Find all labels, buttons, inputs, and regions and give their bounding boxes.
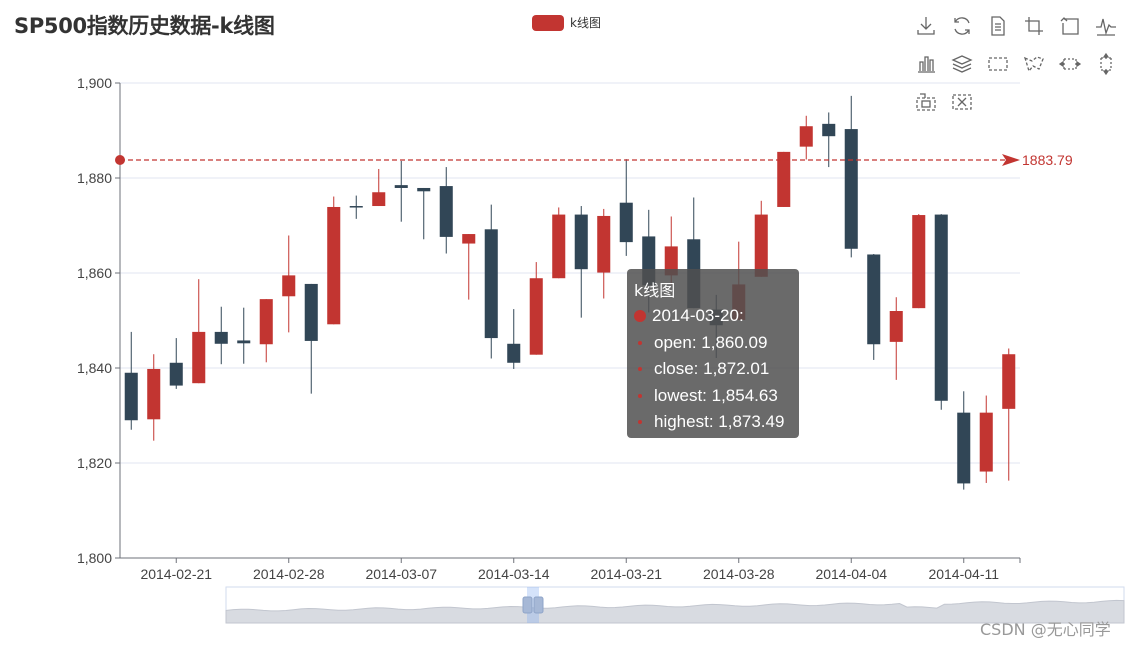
candle-body[interactable]: [417, 187, 431, 192]
candle-body[interactable]: [799, 126, 813, 147]
candle-body[interactable]: [462, 234, 476, 244]
y-tick-label: 1,900: [77, 75, 112, 91]
chart-title: SP500指数历史数据-k线图: [14, 14, 275, 38]
y-tick-label: 1,800: [77, 550, 112, 566]
legend-label: k线图: [570, 16, 601, 30]
zoom-icon[interactable]: [1022, 14, 1046, 38]
brush-line-x-icon[interactable]: [1058, 52, 1082, 76]
watermark: CSDN @无心同学: [980, 620, 1111, 639]
x-tick-label: 2014-03-07: [365, 566, 437, 582]
candle-body[interactable]: [574, 214, 588, 270]
tooltip-date: 2014-03-20:: [652, 306, 744, 326]
candle-body[interactable]: [259, 299, 273, 345]
candle-body[interactable]: [777, 151, 791, 207]
x-tick-label: 2014-03-28: [703, 566, 775, 582]
tooltip-close: close: 1,872.01: [654, 359, 770, 379]
candle-body[interactable]: [282, 275, 296, 297]
bar-chart-icon[interactable]: [914, 52, 938, 76]
candle-body[interactable]: [394, 185, 408, 188]
candle-body[interactable]: [1002, 354, 1016, 409]
x-tick-label: 2014-04-11: [928, 566, 999, 582]
datazoom-handle-left[interactable]: [522, 596, 533, 614]
candle-body[interactable]: [327, 206, 341, 325]
candle-body[interactable]: [754, 214, 768, 277]
legend-item-kline[interactable]: k线图: [532, 14, 601, 31]
candle-body[interactable]: [934, 214, 948, 401]
legend-swatch: [532, 14, 564, 31]
datazoom-selected-window[interactable]: [527, 587, 539, 623]
line-chart-icon[interactable]: [1094, 14, 1118, 38]
datazoom-preview: [225, 599, 1125, 624]
candle-body[interactable]: [169, 362, 183, 386]
candle-body[interactable]: [597, 215, 611, 273]
candle-body[interactable]: [529, 278, 543, 355]
datazoom-handle-right[interactable]: [533, 596, 544, 614]
x-tick-label: 2014-04-04: [815, 566, 887, 582]
candle-body[interactable]: [147, 368, 161, 420]
candle-body[interactable]: [664, 246, 678, 276]
tooltip: k线图 2014-03-20: open: 1,860.09 close: 1,…: [627, 269, 799, 438]
candle-body[interactable]: [124, 372, 138, 421]
tooltip-highest: highest: 1,873.49: [654, 412, 785, 432]
candle-body[interactable]: [507, 343, 521, 363]
data-view-icon[interactable]: [986, 14, 1010, 38]
x-tick-label: 2014-02-28: [253, 566, 325, 582]
candle-body[interactable]: [912, 215, 926, 309]
x-tick-label: 2014-03-21: [590, 566, 662, 582]
markline-label: 1883.79: [1022, 152, 1073, 168]
restore-icon[interactable]: [950, 14, 974, 38]
candle-body[interactable]: [372, 192, 386, 207]
candle-body[interactable]: [439, 186, 453, 237]
candle-body[interactable]: [214, 331, 228, 344]
candle-body[interactable]: [484, 229, 498, 339]
candle-body[interactable]: [867, 254, 881, 345]
tooltip-open: open: 1,860.09: [654, 332, 768, 352]
tooltip-series: k线图: [634, 281, 676, 300]
y-tick-label: 1,860: [77, 265, 112, 281]
zoom-back-icon[interactable]: [1058, 14, 1082, 38]
y-tick-label: 1,820: [77, 455, 112, 471]
stack-icon[interactable]: [950, 52, 974, 76]
y-tick-label: 1,840: [77, 360, 112, 376]
save-image-icon[interactable]: [914, 14, 938, 38]
brush-polygon-icon[interactable]: [1022, 52, 1046, 76]
brush-clear-icon[interactable]: [950, 90, 974, 114]
brush-line-y-icon[interactable]: [1094, 52, 1118, 76]
tooltip-lowest: lowest: 1,854.63: [654, 385, 778, 405]
x-tick-label: 2014-02-21: [140, 566, 212, 582]
markline-start-dot: [115, 154, 125, 165]
brush-keep-icon[interactable]: [914, 90, 938, 114]
candle-body[interactable]: [889, 311, 903, 342]
markline-arrow: [1002, 153, 1020, 166]
candle-body[interactable]: [822, 123, 836, 137]
tooltip-marker: [634, 310, 646, 323]
candle-body[interactable]: [844, 129, 858, 249]
candle-body[interactable]: [619, 202, 633, 243]
candle-body[interactable]: [237, 340, 251, 344]
candle-body[interactable]: [979, 412, 993, 472]
candle-body[interactable]: [552, 214, 566, 279]
x-tick-label: 2014-03-14: [478, 566, 550, 582]
y-tick-label: 1,880: [77, 170, 112, 186]
candle-body[interactable]: [957, 412, 971, 484]
candle-body[interactable]: [192, 331, 206, 384]
candle-body[interactable]: [349, 206, 363, 208]
candle-body[interactable]: [304, 283, 318, 341]
